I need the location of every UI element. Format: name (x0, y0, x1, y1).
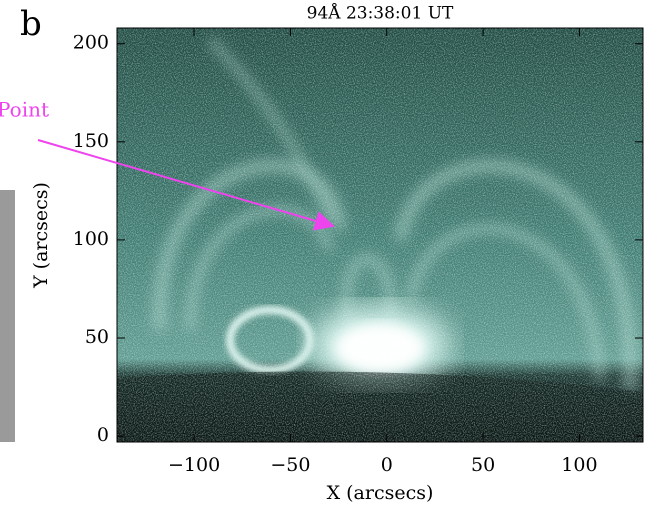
annotation-arrow (37, 139, 335, 231)
y-axis-label: Y (arcsecs) (30, 182, 52, 289)
annotation: Point (0, 98, 49, 122)
plot-frame (116, 27, 644, 443)
y-tick-label: 50 (85, 326, 109, 348)
x-tick-label: −50 (270, 454, 310, 476)
y-tick-label: 200 (73, 32, 109, 54)
x-tick-label: −100 (168, 454, 220, 476)
x-tick-label: 100 (561, 454, 597, 476)
y-tick-label: 0 (97, 424, 109, 446)
solar-image (117, 28, 643, 442)
adjacent-panel (0, 190, 15, 442)
x-tick-label: 50 (471, 454, 495, 476)
x-axis-label: X (arcsecs) (327, 482, 434, 504)
y-tick-label: 150 (73, 130, 109, 152)
chart-title: 94Å 23:38:01 UT (307, 3, 454, 24)
x-tick-label: 0 (381, 454, 393, 476)
y-tick-label: 100 (73, 228, 109, 250)
panel-label: b (20, 4, 42, 44)
